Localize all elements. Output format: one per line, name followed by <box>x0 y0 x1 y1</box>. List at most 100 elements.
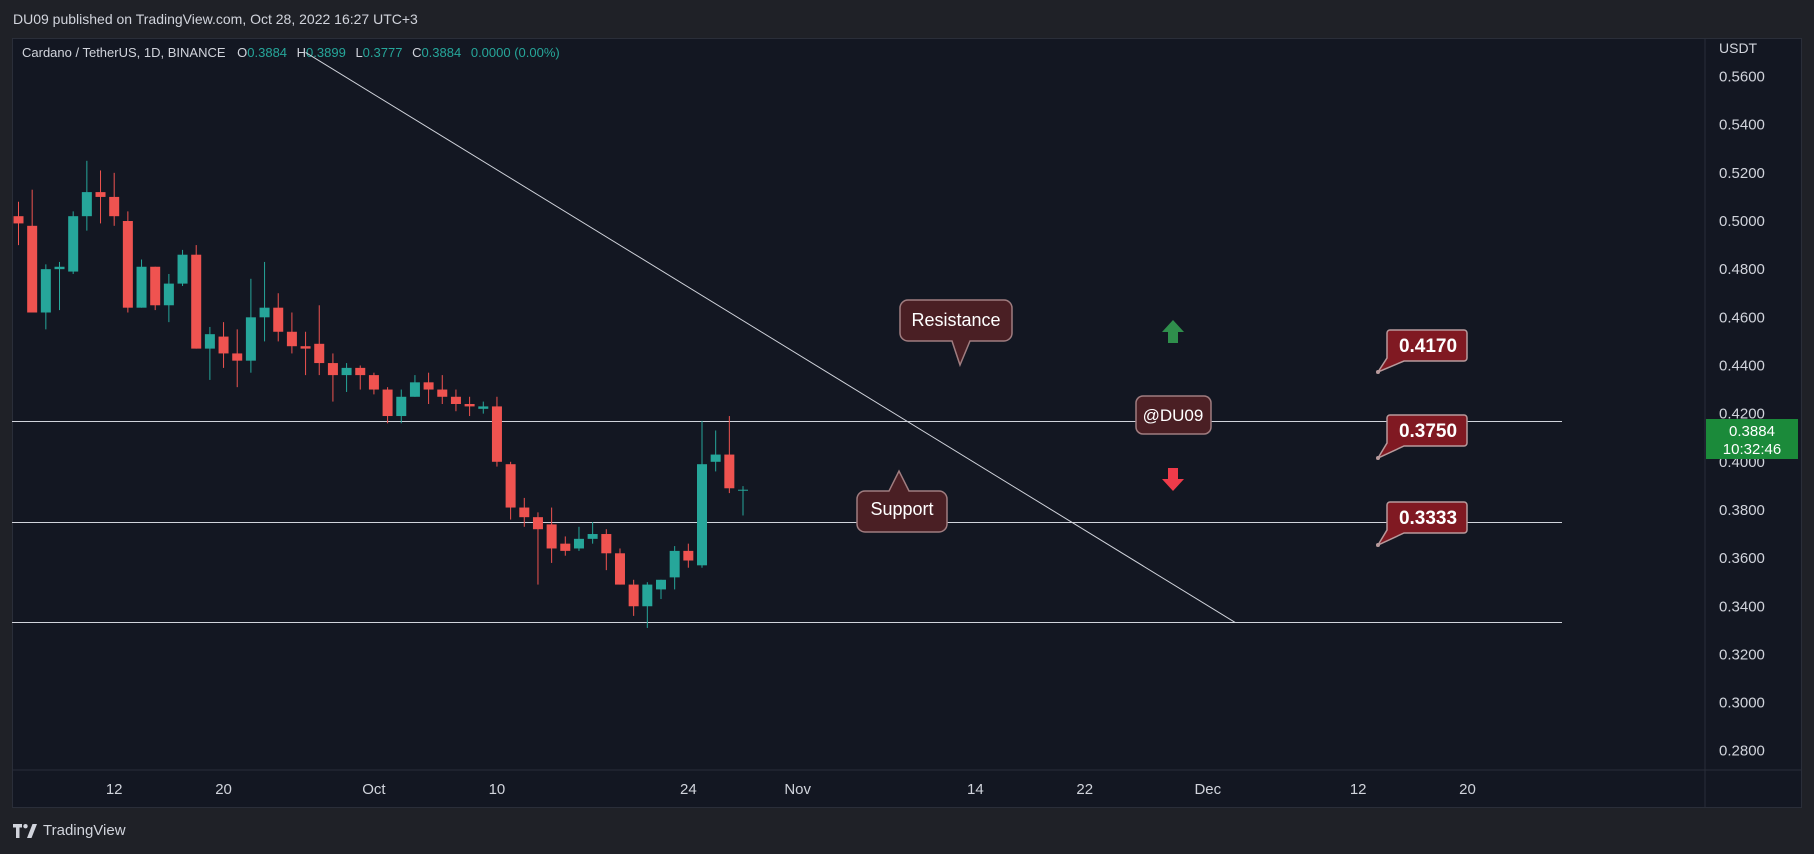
candle-body <box>628 584 639 607</box>
candle[interactable] <box>491 396 502 467</box>
candle-body <box>409 382 420 397</box>
resistance-callout[interactable]: Resistance <box>899 299 1013 368</box>
candle[interactable] <box>136 259 147 308</box>
candle[interactable] <box>437 375 448 404</box>
support-label: Support <box>870 499 933 519</box>
candle-body <box>273 307 284 332</box>
candle-body <box>109 196 120 217</box>
candle[interactable] <box>68 211 79 274</box>
candle[interactable] <box>13 201 24 246</box>
chart-canvas[interactable]: Cardano / TetherUS, 1D, BINANCE O 0.3884 … <box>12 38 1802 808</box>
candle-body <box>81 192 92 217</box>
level-label-1[interactable]: 0.4170 <box>1376 329 1468 374</box>
candle[interactable] <box>587 521 598 544</box>
candle[interactable] <box>177 249 188 287</box>
open-value: 0.3884 <box>247 45 287 60</box>
candle[interactable] <box>532 512 543 585</box>
candle[interactable] <box>683 543 694 568</box>
candle[interactable] <box>40 264 51 330</box>
candle[interactable] <box>546 507 557 563</box>
candle[interactable] <box>27 189 38 313</box>
candle[interactable] <box>423 372 434 404</box>
candle-body <box>300 346 311 349</box>
publish-header: DU09 published on TradingView.com, Oct 2… <box>0 0 1814 38</box>
last-price-marker[interactable]: 0.3884 10:32:46 <box>1706 419 1798 459</box>
candle[interactable] <box>355 365 366 390</box>
candle-body <box>136 266 147 308</box>
candle[interactable] <box>560 536 571 556</box>
candle[interactable] <box>614 548 625 585</box>
candle[interactable] <box>286 312 297 354</box>
candle[interactable] <box>655 579 666 600</box>
candle[interactable] <box>464 396 475 417</box>
candle[interactable] <box>300 331 311 376</box>
candle[interactable] <box>341 363 352 392</box>
candle[interactable] <box>163 273 174 323</box>
candle[interactable] <box>478 401 489 414</box>
close-value: 0.3884 <box>421 45 461 60</box>
price-axis[interactable]: 0.5600 0.5400 0.5200 0.5000 0.4800 0.4600 0.44… <box>1719 69 1765 760</box>
candle[interactable] <box>191 245 202 349</box>
time-axis[interactable]: 12 20 Oct 10 24 Nov 14 22 Dec 12 20 <box>106 781 1476 798</box>
candle[interactable] <box>204 326 215 380</box>
candle[interactable] <box>245 278 256 373</box>
candle[interactable] <box>218 322 229 368</box>
time-tick-label: 24 <box>680 781 697 798</box>
candle[interactable] <box>232 329 243 388</box>
candle[interactable] <box>601 529 612 571</box>
candle[interactable] <box>628 579 639 616</box>
candle[interactable] <box>314 305 325 376</box>
candle-body <box>560 543 571 551</box>
candle[interactable] <box>382 387 393 424</box>
level-label-3[interactable]: 0.3333 <box>1376 501 1468 547</box>
price-tick-label: 0.4200 <box>1719 406 1765 423</box>
candle[interactable] <box>81 160 92 231</box>
candle[interactable] <box>450 389 461 412</box>
time-tick-label: Nov <box>784 781 811 798</box>
candle[interactable] <box>54 261 65 311</box>
price-tick-label: 0.5200 <box>1719 165 1765 182</box>
candle[interactable] <box>697 420 707 568</box>
candle[interactable] <box>505 461 516 520</box>
candle-body <box>710 454 721 462</box>
candle[interactable] <box>368 372 379 395</box>
tradingview-logo[interactable]: TradingView <box>13 822 126 839</box>
candle-body <box>724 454 735 489</box>
price-tick-label: 0.5000 <box>1719 213 1765 230</box>
level-label-1-box <box>1376 329 1468 374</box>
candle[interactable] <box>122 211 133 313</box>
candle[interactable] <box>150 266 161 311</box>
candle[interactable] <box>724 416 735 494</box>
level-label-2-anchor <box>1376 456 1380 460</box>
author-tag[interactable]: @DU09 <box>1135 395 1212 435</box>
price-tick-label: 0.2800 <box>1719 743 1765 760</box>
candle[interactable] <box>327 353 338 402</box>
candle[interactable] <box>642 582 653 628</box>
candle[interactable] <box>95 170 106 224</box>
candle[interactable] <box>669 546 680 590</box>
price-tick-label: 0.5400 <box>1719 117 1765 134</box>
level-label-2[interactable]: 0.3750 <box>1376 414 1468 460</box>
time-tick-label: 20 <box>215 781 232 798</box>
candle[interactable] <box>710 430 721 472</box>
candle[interactable] <box>396 389 407 424</box>
time-tick-label: 10 <box>489 781 506 798</box>
descending-trendline[interactable] <box>305 52 1236 623</box>
candle[interactable] <box>573 526 584 551</box>
candle[interactable] <box>409 375 420 397</box>
candle[interactable] <box>519 497 530 527</box>
candle[interactable] <box>259 261 270 342</box>
horizontal-levels[interactable] <box>12 421 1562 623</box>
support-callout[interactable]: Support <box>856 469 948 533</box>
candle[interactable] <box>273 293 284 342</box>
candle-body <box>396 396 407 417</box>
price-tick-label: 0.4400 <box>1719 357 1765 374</box>
resistance-bubble <box>899 299 1013 368</box>
candle-body <box>573 538 584 549</box>
candle-body <box>40 269 51 313</box>
high-value: 0.3899 <box>306 45 346 60</box>
price-tick-label: 0.5600 <box>1719 69 1765 86</box>
candle-body <box>341 367 352 376</box>
candle[interactable] <box>109 172 120 226</box>
candle[interactable] <box>738 486 749 516</box>
